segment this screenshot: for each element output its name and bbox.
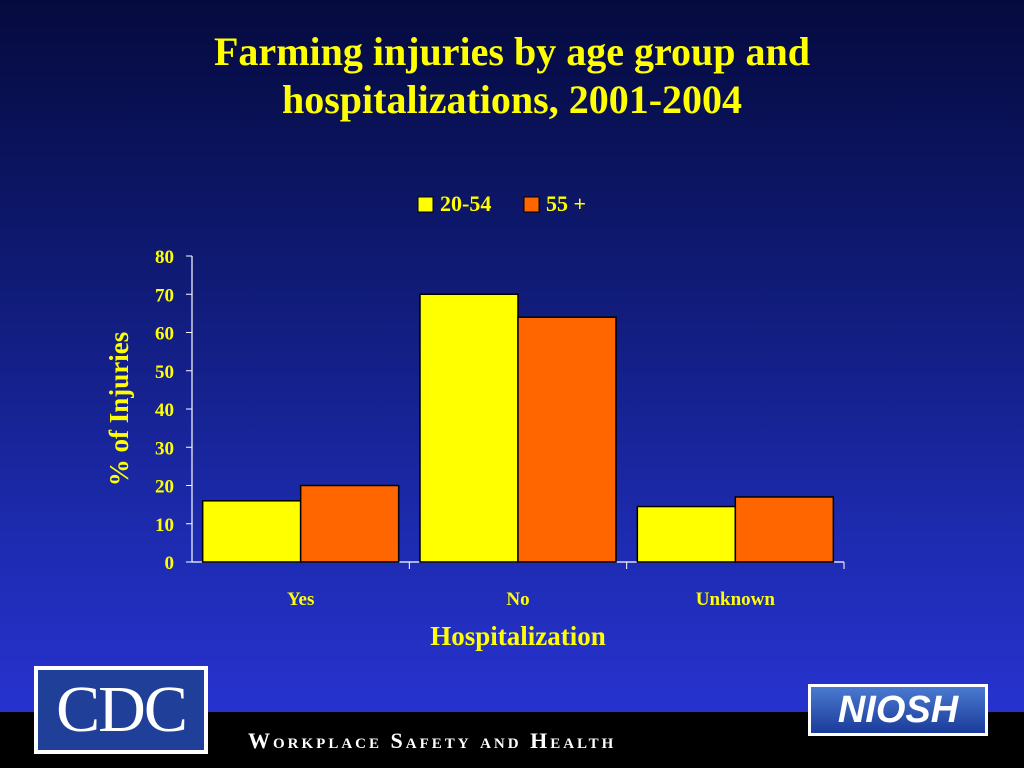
niosh-logo-text: NIOSH [811, 687, 985, 733]
x-tick-label: No [506, 589, 529, 610]
y-tick-label: 50 [155, 362, 174, 383]
y-tick-label: 0 [165, 553, 175, 574]
title-line-2: hospitalizations, 2001-2004 [281, 77, 743, 122]
title-line-1: Farming injuries by age group and [214, 29, 810, 74]
y-tick-label: 30 [155, 438, 174, 459]
x-tick-label: Yes [287, 589, 314, 610]
x-axis-title: Hospitalization [430, 621, 606, 651]
niosh-logo: NIOSH [808, 684, 988, 736]
cdc-logo: CDC [34, 666, 208, 754]
legend-label: 55 + [546, 191, 586, 216]
y-tick-label: 20 [155, 477, 174, 498]
bar-chart: 0 10 20 30 40 50 60 70 80 Yes No Unknown Hospitaliza… [104, 191, 835, 651]
legend-swatch [523, 196, 540, 213]
y-tick-label: 60 [155, 324, 174, 345]
bar-age-20-54 [636, 505, 737, 563]
bar-age-55-plus [299, 484, 400, 563]
legend-label: 20-54 [440, 191, 491, 216]
x-tick-label: Unknown [696, 589, 776, 610]
y-tick-label: 40 [155, 400, 174, 421]
cdc-logo-text: CDC [38, 670, 204, 750]
y-axis-title: % of Injuries [104, 332, 134, 487]
slide-title: Farming injuries by age group and hospit… [0, 28, 1024, 124]
bar-age-55-plus [734, 496, 835, 563]
bar-age-55-plus [517, 316, 617, 563]
legend-swatch [417, 196, 434, 213]
bar-age-20-54 [419, 293, 519, 563]
footer-text: Workplace Safety and Health [248, 728, 617, 753]
y-tick-label: 80 [155, 247, 174, 268]
y-tick-label: 70 [155, 285, 174, 306]
bar-age-20-54 [201, 500, 302, 563]
y-tick-label: 10 [155, 515, 174, 536]
